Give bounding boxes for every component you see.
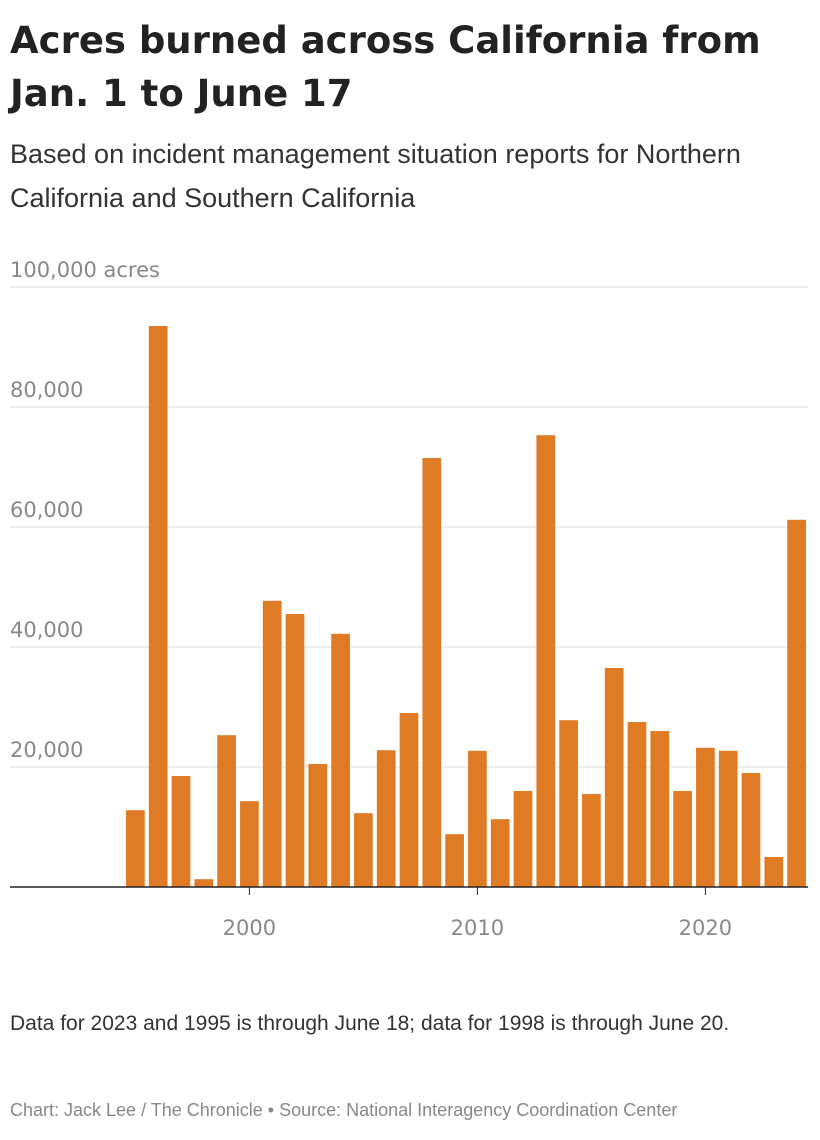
bar: [468, 750, 487, 887]
bar: [604, 668, 624, 887]
bar: [171, 776, 191, 887]
bar: [787, 519, 806, 887]
bar: [764, 857, 784, 887]
bar: [354, 813, 373, 887]
bar: [582, 794, 601, 887]
bar: [422, 458, 442, 887]
bar: [308, 764, 328, 887]
bar: [445, 834, 464, 887]
bar: [331, 633, 350, 887]
bar: [741, 773, 761, 887]
bar: [696, 747, 715, 887]
x-tick-label: 2020: [679, 916, 732, 940]
bar: [718, 750, 738, 887]
bar: [217, 735, 236, 887]
bar: [126, 810, 145, 887]
bar: [650, 731, 670, 887]
chart-title: Acres burned across California from Jan.…: [10, 19, 761, 115]
chart-subtitle: Based on incident management situation r…: [10, 139, 741, 213]
bar: [673, 791, 692, 887]
bar: [536, 435, 556, 887]
bar: [376, 750, 396, 887]
bar: [627, 722, 647, 887]
chart: 20,000 40,000 60,000 80,000 100,000 acres 200…: [10, 258, 808, 940]
note: Data for 2023 and 1995 is through June 1…: [10, 1012, 730, 1035]
bar: [559, 720, 578, 887]
y-tick-label: 40,000: [10, 618, 83, 642]
credit: Chart: Jack Lee / The Chronicle • Source…: [10, 1100, 678, 1120]
bar: [194, 879, 214, 887]
bar: [240, 801, 259, 887]
bar: [285, 614, 305, 887]
bar: [148, 326, 168, 887]
bar: [399, 713, 419, 887]
bar: [513, 791, 533, 887]
bar: [490, 819, 510, 887]
y-tick-label: 100,000 acres: [10, 258, 160, 282]
y-tick-label: 80,000: [10, 378, 83, 402]
y-tick-label: 20,000: [10, 738, 83, 762]
bar: [262, 600, 282, 887]
x-tick-label: 2000: [223, 916, 276, 940]
y-tick-label: 60,000: [10, 498, 83, 522]
x-tick-label: 2010: [451, 916, 504, 940]
